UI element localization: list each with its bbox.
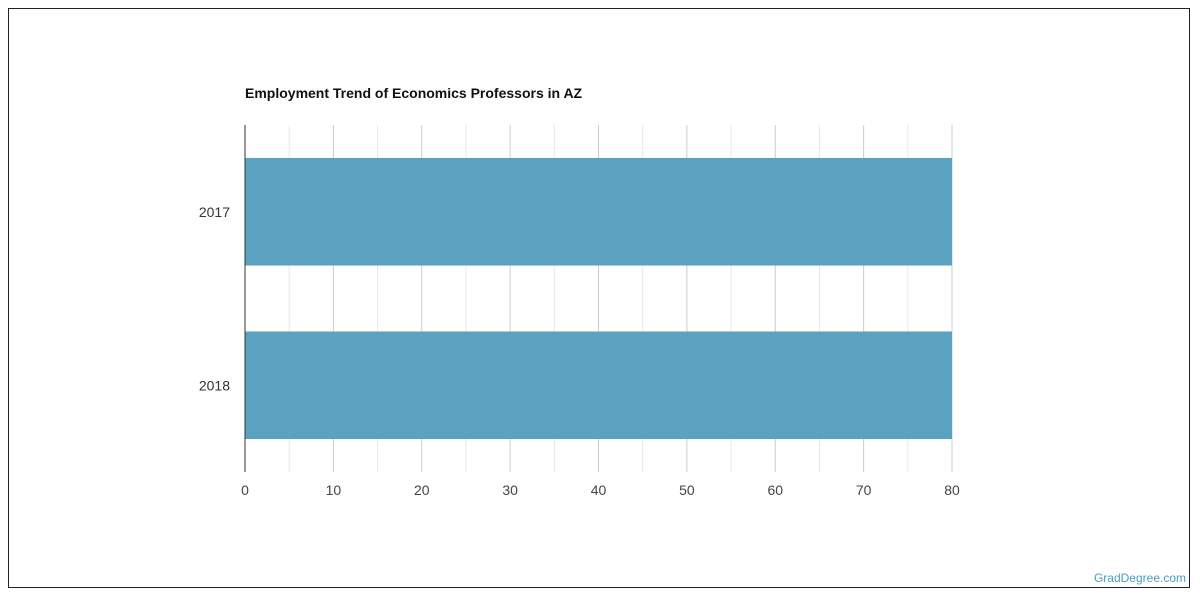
x-tick-label: 50 (679, 482, 695, 498)
chart-title: Employment Trend of Economics Professors… (245, 85, 583, 101)
bar-2017 (245, 157, 952, 266)
x-tick-label: 80 (944, 482, 960, 498)
x-tick-label: 20 (414, 482, 430, 498)
x-tick-label: 10 (326, 482, 342, 498)
x-tick-label: 70 (856, 482, 872, 498)
watermark[interactable]: GradDegree.com (1093, 571, 1186, 585)
x-tick-label: 60 (767, 482, 783, 498)
y-tick-label-2017: 2017 (199, 204, 230, 220)
x-tick-label: 40 (591, 482, 607, 498)
bar-2018 (245, 331, 952, 440)
x-tick-label: 0 (241, 482, 249, 498)
x-tick-label: 30 (502, 482, 518, 498)
y-tick-label-2018: 2018 (199, 377, 230, 393)
